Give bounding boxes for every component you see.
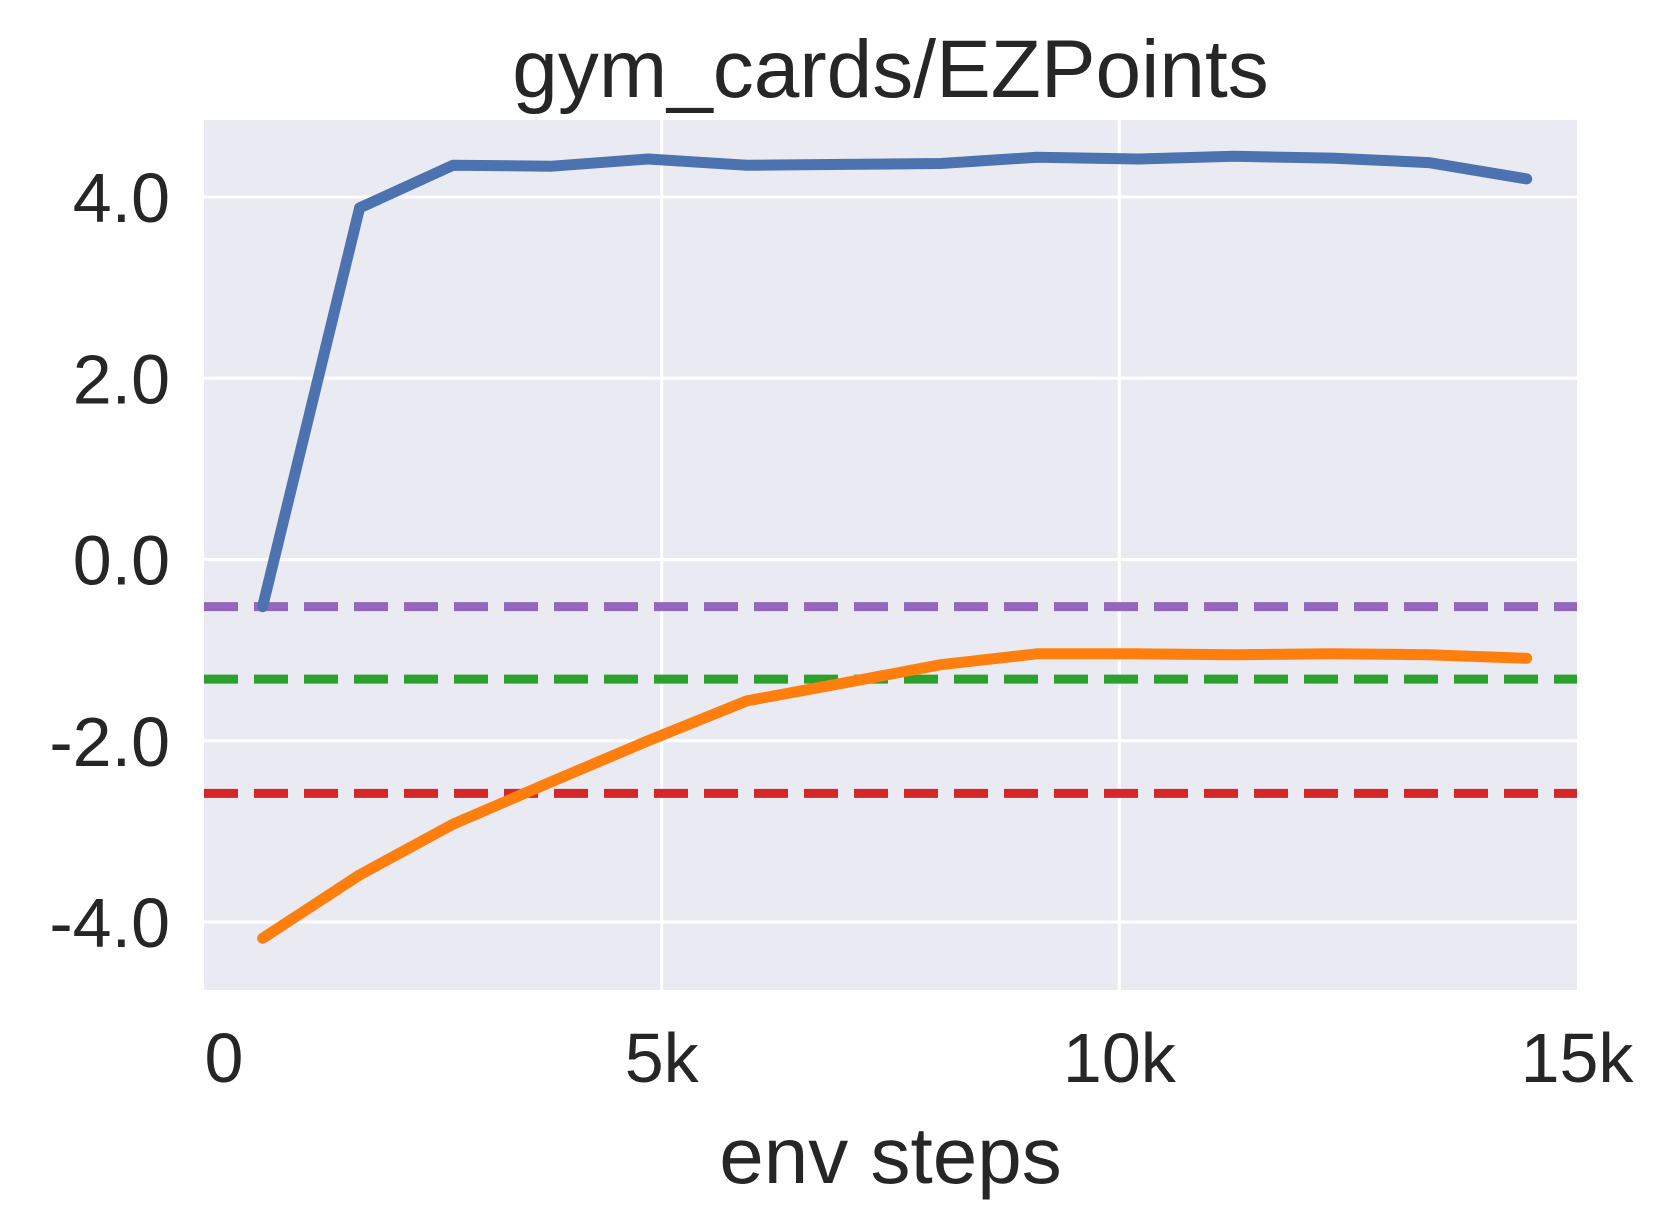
chart-title: gym_cards/EZPoints <box>512 24 1269 115</box>
y-tick-label: 4.0 <box>73 159 170 237</box>
grid <box>204 120 1577 990</box>
tick-labels: 0 5k 10k 15k 4.0 2.0 0.0 -2.0 -4.0 <box>49 159 1634 1097</box>
series-line <box>257 648 1533 944</box>
reference-lines <box>204 602 1577 798</box>
series-line <box>257 150 1533 613</box>
x-tick-label: 0 <box>205 1019 244 1097</box>
y-tick-label: 2.0 <box>73 340 170 418</box>
x-tick-label: 5k <box>625 1019 700 1097</box>
x-tick-label: 10k <box>1063 1019 1177 1097</box>
x-tick-label: 15k <box>1521 1019 1635 1097</box>
y-tick-label: 0.0 <box>73 522 170 600</box>
series-lines <box>257 150 1533 944</box>
y-tick-label: -2.0 <box>49 703 170 781</box>
x-axis-label: env steps <box>719 1111 1061 1200</box>
y-tick-label: -4.0 <box>49 884 170 962</box>
plot-background <box>204 120 1577 990</box>
